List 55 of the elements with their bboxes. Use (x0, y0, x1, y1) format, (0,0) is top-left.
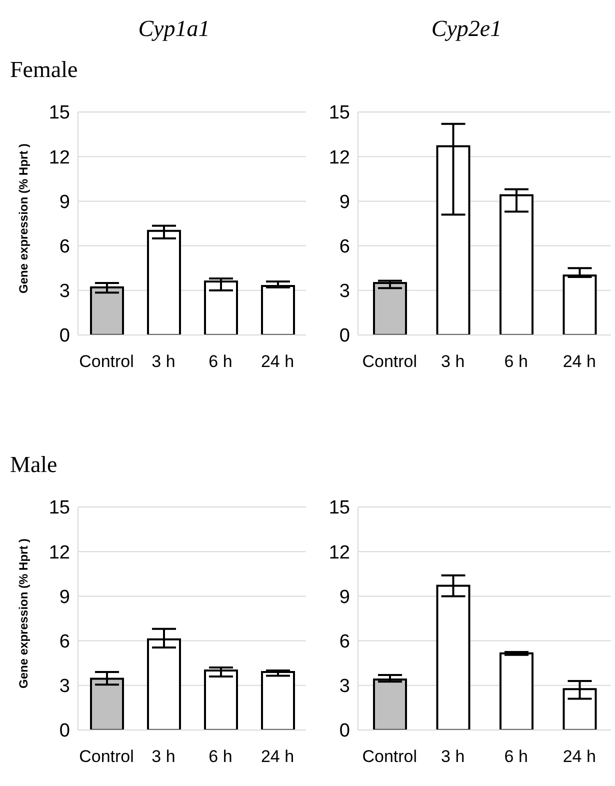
bar (373, 282, 407, 335)
x-tick-label: 24 h (260, 747, 294, 766)
y-tick-label: 15 (328, 498, 350, 519)
bar (500, 652, 534, 730)
chart-title: Cyp1a1 (137, 15, 211, 43)
x-tick-label: 6 h (504, 747, 528, 766)
y-tick-label: 9 (59, 192, 70, 213)
y-tick-label: 3 (339, 676, 350, 698)
y-tick-label: 0 (59, 326, 70, 347)
x-tick-label: 6 h (504, 352, 528, 372)
y-tick-label: 15 (48, 498, 70, 519)
bar (147, 230, 181, 335)
y-tick-label: 12 (48, 542, 70, 564)
y-tick-label: 9 (59, 586, 70, 608)
y-tick-label: 3 (59, 281, 70, 302)
y-tick-label: 15 (328, 102, 350, 124)
x-tick-label: Control (79, 352, 134, 372)
bar (261, 671, 295, 730)
x-tick-label: Control (362, 747, 418, 766)
x-tick-label: 6 h (208, 747, 232, 766)
y-tick-label: 6 (339, 632, 350, 653)
y-tick-label: 0 (59, 720, 70, 742)
y-tick-label: 9 (339, 192, 350, 213)
chart-subtitle: Female (9, 56, 79, 84)
y-tick-label: 6 (59, 632, 70, 653)
x-tick-label: 24 h (260, 352, 294, 372)
x-tick-label: 3 h (441, 352, 465, 372)
chart-title: Cyp2e1 (430, 15, 503, 43)
x-tick-label: 6 h (208, 352, 232, 372)
y-tick-label: 6 (59, 236, 70, 258)
y-tick-label: 6 (339, 236, 350, 258)
x-tick-label: 24 h (562, 747, 596, 766)
bar (373, 678, 407, 730)
chart-subtitle: Male (9, 451, 58, 479)
y-tick-label: 3 (59, 676, 70, 698)
y-tick-label: 0 (339, 326, 350, 347)
bar (204, 670, 238, 730)
x-tick-label: 3 h (152, 352, 176, 372)
y-tick-label: 15 (48, 102, 70, 124)
y-axis-title: Gene expression (% Hprt ) (16, 538, 30, 688)
y-tick-label: 9 (339, 586, 350, 608)
x-tick-label: 3 h (441, 747, 465, 766)
x-tick-label: Control (79, 747, 134, 766)
y-tick-label: 12 (48, 147, 70, 168)
bar (261, 284, 295, 335)
y-axis-title: Gene expression (% Hprt ) (16, 143, 30, 294)
bar (204, 280, 238, 335)
x-tick-label: Control (362, 352, 418, 372)
x-tick-label: 24 h (562, 352, 596, 372)
x-tick-label: 3 h (152, 747, 176, 766)
bar (90, 286, 124, 335)
y-tick-label: 0 (339, 720, 350, 742)
y-tick-label: 12 (328, 542, 350, 564)
y-tick-label: 12 (328, 147, 350, 168)
y-tick-label: 3 (339, 281, 350, 302)
